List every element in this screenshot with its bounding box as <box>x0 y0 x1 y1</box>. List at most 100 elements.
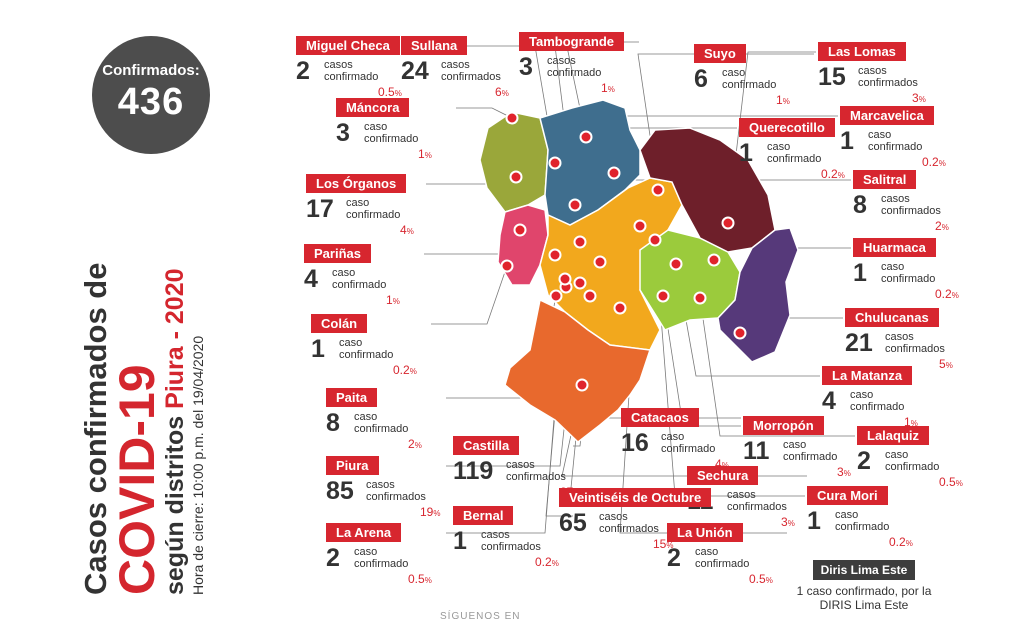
district-label-la-union: La Unión 2 caso confirmado 0.5% <box>667 523 773 588</box>
percent-sign: % <box>951 291 959 300</box>
percent-sign: % <box>394 89 402 98</box>
district-values: 1 caso confirmado 0.2% <box>840 125 946 171</box>
case-marker-cura-mori <box>648 233 662 247</box>
district-percent-value: 2 <box>935 219 942 233</box>
district-percent-value: 3 <box>781 515 788 529</box>
district-caption-line-1: caso <box>850 389 874 401</box>
district-caption-line-1: caso <box>354 411 378 423</box>
case-marker-querecotillo <box>573 235 587 249</box>
district-values: 2 casos confirmado 0.5% <box>296 55 402 101</box>
district-name: Los Órganos <box>306 174 407 193</box>
district-count: 1 <box>840 127 854 155</box>
district-percent: 1% <box>904 415 918 429</box>
district-caption: caso confirmado <box>835 509 889 533</box>
case-marker-salitral <box>607 166 621 180</box>
district-caption-line-1: casos <box>481 529 510 541</box>
district-name: Morropón <box>743 416 824 435</box>
district-name: Salitral <box>853 170 917 189</box>
district-caption: caso confirmado <box>767 141 821 165</box>
district-count: 2 <box>857 447 871 475</box>
district-values: 1 casos confirmados 0.2% <box>453 525 559 571</box>
case-marker-paita <box>549 289 563 303</box>
district-percent: 19% <box>420 505 440 519</box>
leader-line-colan <box>431 265 508 325</box>
district-percent-value: 19 <box>420 505 434 519</box>
district-caption-line-2: confirmados <box>599 523 659 535</box>
district-values: 119casosconfirmados27% <box>453 455 580 501</box>
district-caption-line-1: caso <box>364 121 388 133</box>
district-caption-line-2: confirmado <box>354 423 409 435</box>
district-values: 85 casos confirmados 19% <box>326 475 440 521</box>
district-caption: casos confirmados <box>366 479 426 503</box>
district-caption: caso confirmado <box>722 67 776 91</box>
district-label-cura-mori: Cura Mori 1 caso confirmado 0.2% <box>807 486 913 551</box>
district-caption-line-2: confirmados <box>366 491 426 503</box>
district-label-las-lomas: Las Lomas 15 casos confirmados 3% <box>818 42 926 107</box>
district-caption-line-2: confirmado <box>346 209 401 221</box>
district-caption-line-2: confirmado <box>767 153 822 165</box>
district-caption-line-2: confirmado <box>324 71 379 83</box>
district-percent: 5% <box>939 357 953 371</box>
district-percent: 0.2% <box>535 555 559 569</box>
district-percent: 2% <box>408 437 422 451</box>
percent-sign: % <box>843 469 851 478</box>
district-name: Sullana <box>401 36 468 55</box>
district-caption-line-1: casos <box>599 511 628 523</box>
district-values: 24 casos confirmados 6% <box>401 55 509 101</box>
district-caption: caso confirmado <box>881 261 935 285</box>
district-caption-line-1: casos <box>506 459 535 471</box>
district-percent-value: 0.2 <box>535 555 552 569</box>
district-label-suyo: Suyo 6 caso confirmado 1% <box>694 44 790 109</box>
district-caption-line-1: casos <box>547 55 576 67</box>
district-percent: 6% <box>495 85 509 99</box>
district-percent: 0.2% <box>393 363 417 377</box>
district-percent: 3% <box>781 515 795 529</box>
district-label-los-organos: Los Órganos 17 caso confirmado 4% <box>306 174 414 239</box>
district-percent-value: 0.2 <box>935 287 952 301</box>
district-values: 2 caso confirmado 0.5% <box>326 542 432 588</box>
percent-sign: % <box>765 576 773 585</box>
district-name: Lalaquiz <box>857 426 930 445</box>
district-caption-line-2: confirmados <box>881 205 941 217</box>
region-sechura <box>504 298 652 443</box>
percent-sign: % <box>837 171 845 180</box>
district-values: 4 caso confirmado 1% <box>822 385 918 431</box>
district-percent-value: 0.2 <box>821 167 838 181</box>
district-caption: casos confirmados <box>599 511 659 535</box>
district-values: 15 casos confirmados 3% <box>818 61 926 107</box>
case-marker-morropon <box>656 289 670 303</box>
district-label-castilla: Castilla119casosconfirmados27% <box>453 436 580 501</box>
district-name: Colán <box>311 314 368 333</box>
district-caption-line-2: confirmado <box>364 133 419 145</box>
district-percent: 0.5% <box>408 572 432 586</box>
total-label: Confirmados: <box>102 62 200 79</box>
district-percent: 2% <box>935 219 949 233</box>
percent-sign: % <box>666 541 674 550</box>
region-mancora <box>479 111 549 213</box>
case-marker-sechura <box>575 378 589 392</box>
percent-sign: % <box>392 297 400 306</box>
district-count: 15 <box>818 63 846 91</box>
district-percent: 4% <box>400 223 414 237</box>
percent-sign: % <box>414 441 422 450</box>
case-marker-huarmaca <box>707 253 721 267</box>
district-caption: casos confirmados <box>858 65 918 89</box>
district-caption-line-2: confirmados <box>506 471 566 483</box>
district-values: 65 casos confirmados 15% <box>559 507 711 553</box>
district-caption: casos confirmados <box>441 59 501 83</box>
district-percent-value: 0.5 <box>408 572 425 586</box>
diris-badge: Diris Lima Este <box>812 560 916 580</box>
case-marker-catacaos <box>613 301 627 315</box>
district-percent-value: 0.5 <box>378 85 395 99</box>
district-label-morropon: Morropón 11 caso confirmado 3% <box>743 416 851 481</box>
district-name: Máncora <box>336 98 410 117</box>
district-values: 3 caso confirmado 1% <box>336 117 432 163</box>
total-confirmed-badge: Confirmados: 436 <box>92 36 210 154</box>
district-percent-value: 1 <box>601 81 608 95</box>
district-percent-value: 2 <box>408 437 415 451</box>
district-count: 2 <box>296 57 310 85</box>
district-caption: caso confirmado <box>783 439 837 463</box>
district-count: 1 <box>453 527 467 555</box>
district-label-querecotillo: Querecotillo 1 caso confirmado 0.2% <box>739 118 845 183</box>
percent-sign: % <box>501 89 509 98</box>
